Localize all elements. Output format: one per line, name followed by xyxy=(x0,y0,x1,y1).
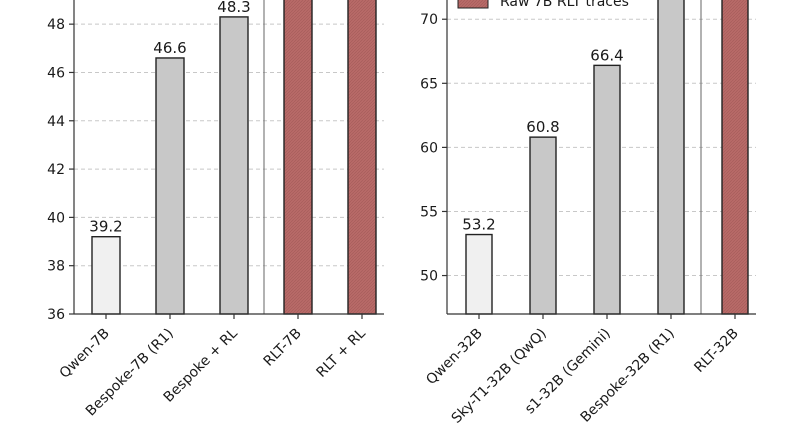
y-tick-label: 65 xyxy=(420,76,438,92)
x-tick-label: RLT-32B xyxy=(691,326,741,376)
legend-swatch xyxy=(457,0,489,9)
x-tick-label: Qwen-7B xyxy=(57,326,113,382)
x-tick-label: Qwen-32B xyxy=(423,326,486,389)
data-label: 39.2 xyxy=(89,218,122,236)
y-tick-label: 48 xyxy=(47,17,65,33)
y-tick-label: 60 xyxy=(420,140,438,156)
y-tick-label: 70 xyxy=(420,12,438,28)
y-tick-label: 50 xyxy=(420,269,438,285)
x-tick-label: RLT-7B xyxy=(261,326,305,370)
bar-qwen-7b xyxy=(91,236,121,315)
legend-label: Raw 7B RLT traces xyxy=(500,0,629,10)
x-tick-label: RLT + RL xyxy=(313,325,369,381)
legend: Raw 7B RLT traces xyxy=(457,0,629,10)
y-tick-label: 38 xyxy=(47,259,65,275)
bar-rlt-rl xyxy=(347,0,377,315)
bar-s1-32b-gemini- xyxy=(593,64,621,315)
y-tick-label: 44 xyxy=(47,114,65,130)
bar-rlt-32b xyxy=(721,0,749,315)
bar-qwen-32b xyxy=(465,233,493,315)
data-label: 46.6 xyxy=(153,39,186,57)
data-label: 60.8 xyxy=(526,118,559,136)
data-label: 53.2 xyxy=(462,216,495,234)
y-tick-label: 46 xyxy=(47,65,65,81)
data-label: 66.4 xyxy=(590,46,623,64)
y-tick-label: 36 xyxy=(47,307,65,323)
y-tick-label: 42 xyxy=(47,162,65,178)
bar-bespoke-32b-r1- xyxy=(657,0,685,315)
chart-1: 3638404244464839.2Qwen-7B46.6Bespoke-7B … xyxy=(47,0,384,419)
bar-bespoke-7b-r1- xyxy=(155,57,185,315)
bar-bespoke-rl xyxy=(219,16,249,315)
y-tick-label: 40 xyxy=(47,210,65,226)
bar-sky-t1-32b-qwq- xyxy=(529,136,557,315)
y-tick-label: 55 xyxy=(420,204,438,220)
bar-rlt-7b xyxy=(283,0,313,315)
data-label: 48.3 xyxy=(217,0,250,16)
